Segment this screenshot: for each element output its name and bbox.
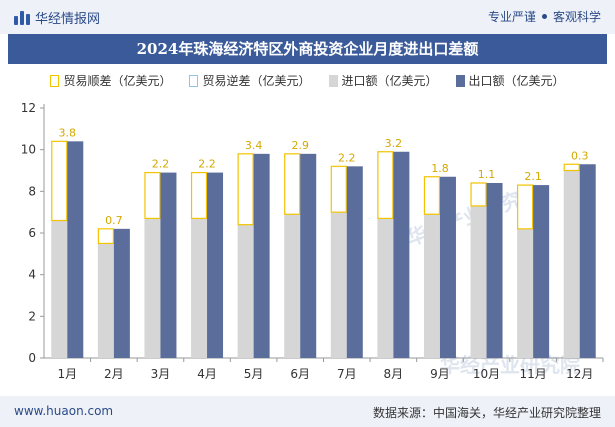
- y-tick-label: 6: [28, 226, 36, 240]
- legend-swatch-deficit: [189, 74, 199, 87]
- surplus-data-label: 2.1: [524, 170, 542, 183]
- surplus-data-label: 3.8: [59, 126, 77, 139]
- surplus-data-label: 0.3: [571, 149, 589, 162]
- bar-imports: [191, 218, 208, 358]
- tagline-1: 专业严谨: [487, 10, 536, 24]
- bar-imports: [470, 205, 487, 358]
- bar-surplus: [190, 171, 208, 220]
- y-tick-label: 2: [28, 309, 36, 323]
- legend-swatch-surplus: [50, 74, 60, 87]
- x-tick-label: 12月: [566, 367, 593, 381]
- x-tick-label: 1月: [57, 367, 77, 381]
- legend: 贸易顺差（亿美元） 贸易逆差（亿美元） 进口额（亿美元） 出口额（亿美元）: [0, 72, 615, 89]
- surplus-data-label: 3.2: [385, 137, 403, 150]
- bar-imports: [330, 212, 347, 358]
- bar-exports: [67, 141, 84, 358]
- bar-surplus: [330, 165, 347, 213]
- bar-surplus: [377, 151, 394, 220]
- tagline-2: 客观科学: [552, 10, 601, 24]
- top-bar: 华经情报网 专业严谨 客观科学: [0, 0, 615, 34]
- bar-imports: [97, 243, 114, 358]
- bar-imports: [284, 214, 301, 358]
- watermark-text: 华经产业研究院: [440, 353, 580, 377]
- bar-surplus: [284, 153, 301, 215]
- bullet-icon: [541, 14, 547, 19]
- x-tick-label: 9月: [430, 367, 450, 381]
- bar-exports: [253, 153, 270, 358]
- x-tick-label: 10月: [473, 367, 500, 381]
- bar-exports: [300, 153, 317, 358]
- bar-imports: [423, 214, 440, 358]
- legend-label-imports: 进口额（亿美元）: [341, 74, 438, 88]
- x-tick-label: 11月: [519, 367, 546, 381]
- title-bar: 2024年珠海经济特区外商投资企业月度进出口差额: [8, 34, 607, 64]
- bar-surplus: [517, 184, 534, 230]
- y-tick-label: 12: [21, 101, 36, 115]
- y-tick-label: 4: [28, 268, 36, 282]
- legend-swatch-imports: [328, 74, 338, 87]
- footer: www.huaon.com 数据来源：中国海关，华经产业研究院整理: [0, 396, 615, 427]
- bar-imports: [377, 218, 394, 358]
- x-tick-label: 2月: [104, 367, 124, 381]
- x-tick-label: 3月: [151, 367, 171, 381]
- y-tick-label: 0: [28, 351, 36, 365]
- y-tick-label: 8: [28, 184, 36, 198]
- bar-exports: [533, 185, 550, 358]
- legend-item-exports: 出口额（亿美元）: [455, 72, 565, 89]
- x-tick-label: 6月: [290, 367, 310, 381]
- chart-title: 2024年珠海经济特区外商投资企业月度进出口差额: [136, 40, 479, 58]
- legend-swatch-exports: [455, 74, 465, 87]
- bar-exports: [393, 151, 410, 358]
- legend-label-deficit: 贸易逆差（亿美元）: [202, 74, 311, 88]
- bar-surplus: [144, 171, 161, 220]
- legend-item-imports: 进口额（亿美元）: [328, 72, 438, 89]
- footer-source: 数据来源：中国海关，华经产业研究院整理: [372, 406, 601, 420]
- legend-label-surplus: 贸易顺差（亿美元）: [63, 74, 172, 88]
- bar-exports: [113, 228, 130, 358]
- brand-name: 华经情报网: [35, 12, 101, 27]
- bar-imports: [517, 228, 534, 358]
- bar-exports: [160, 172, 177, 358]
- x-tick-label: 5月: [244, 367, 264, 381]
- logo-icon: [14, 10, 30, 25]
- surplus-data-label: 1.8: [431, 162, 449, 175]
- x-tick-label: 7月: [337, 367, 357, 381]
- bar-surplus: [470, 182, 487, 207]
- bar-surplus: [97, 228, 114, 245]
- bar-imports: [563, 170, 580, 358]
- tagline: 专业严谨 客观科学: [488, 8, 601, 25]
- surplus-data-label: 2.2: [338, 151, 356, 164]
- surplus-data-label: 2.2: [198, 158, 216, 171]
- footer-site: www.huaon.com: [14, 404, 114, 418]
- legend-item-deficit: 贸易逆差（亿美元）: [189, 72, 311, 89]
- bar-imports: [237, 224, 254, 358]
- bar-surplus: [237, 153, 254, 226]
- bar-exports: [579, 164, 596, 358]
- surplus-data-label: 0.7: [105, 214, 123, 227]
- bar-exports: [346, 166, 363, 358]
- legend-item-surplus: 贸易顺差（亿美元）: [50, 72, 171, 89]
- surplus-data-label: 1.1: [478, 168, 496, 181]
- bar-exports: [486, 183, 503, 358]
- x-tick-label: 4月: [197, 367, 217, 381]
- bar-imports: [51, 220, 68, 358]
- bar-surplus: [51, 140, 68, 222]
- x-tick-label: 8月: [384, 367, 404, 381]
- bar-surplus: [563, 163, 580, 172]
- surplus-data-label: 2.2: [152, 158, 170, 171]
- bar-surplus: [423, 176, 441, 215]
- bar-chart: 华经产业研究院华经产业研究院0246810123.81月0.72月2.23月2.…: [21, 101, 604, 381]
- bar-imports: [144, 218, 161, 358]
- surplus-data-label: 2.9: [291, 139, 309, 152]
- bar-exports: [439, 176, 456, 358]
- surplus-data-label: 3.4: [245, 139, 263, 152]
- legend-label-exports: 出口额（亿美元）: [468, 74, 565, 88]
- brand: 华经情报网: [14, 8, 100, 27]
- y-tick-label: 10: [21, 143, 36, 157]
- bar-exports: [207, 172, 224, 358]
